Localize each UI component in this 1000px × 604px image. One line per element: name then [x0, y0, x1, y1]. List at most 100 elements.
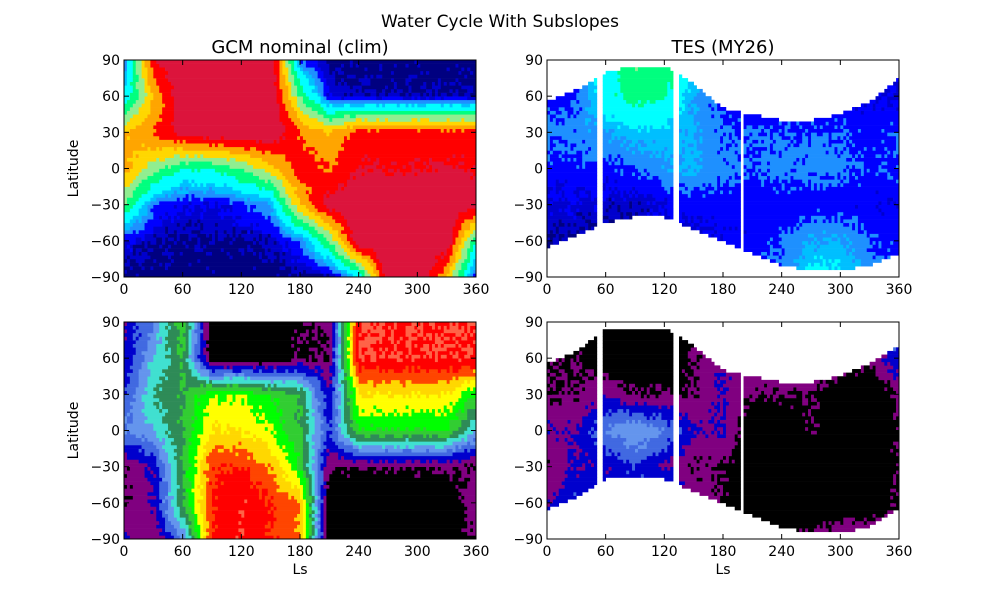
- heatmap-cell: [326, 445, 338, 449]
- heatmap-cell: [153, 488, 159, 492]
- heatmap-cell: [341, 402, 344, 406]
- heatmap-cell: [194, 183, 197, 187]
- heatmap-cell: [470, 67, 476, 71]
- heatmap-cell: [576, 165, 579, 169]
- heatmap-cell: [785, 230, 788, 234]
- heatmap-cell: [470, 259, 473, 263]
- heatmap-cell: [347, 423, 350, 427]
- heatmap-cell: [379, 365, 406, 369]
- heatmap-cell: [124, 118, 130, 122]
- heatmap-cell: [411, 118, 417, 122]
- heatmap-cell: [752, 132, 758, 136]
- heatmap-cell: [846, 244, 849, 248]
- heatmap-cell: [244, 248, 247, 252]
- heatmap-cell: [691, 216, 694, 220]
- heatmap-cell: [241, 252, 244, 256]
- heatmap-cell: [341, 223, 347, 227]
- heatmap-cell: [579, 208, 594, 212]
- heatmap-cell: [788, 147, 835, 151]
- heatmap-cell: [177, 132, 283, 136]
- heatmap-cell: [142, 266, 145, 270]
- heatmap-cell: [373, 347, 379, 351]
- heatmap-cell: [203, 525, 209, 529]
- heatmap-cell: [197, 154, 200, 158]
- heatmap-cell: [347, 474, 350, 478]
- heatmap-cell: [180, 154, 186, 158]
- heatmap-cell: [200, 154, 203, 158]
- heatmap-cell: [124, 176, 136, 180]
- heatmap-cell: [861, 169, 864, 173]
- heatmap-cell: [458, 409, 461, 413]
- heatmap-cell: [685, 158, 694, 162]
- heatmap-cell: [145, 259, 154, 263]
- heatmap-cell: [136, 434, 142, 438]
- heatmap-cell: [136, 241, 142, 245]
- heatmap-cell: [591, 197, 594, 201]
- heatmap-cell: [326, 496, 458, 500]
- heatmap-cell: [300, 387, 303, 391]
- heatmap-cell: [238, 452, 253, 456]
- heatmap-cell: [274, 140, 277, 144]
- heatmap-cell: [435, 351, 438, 355]
- heatmap-cell: [464, 161, 476, 165]
- heatmap-cell: [397, 161, 409, 165]
- heatmap-cell: [344, 402, 347, 406]
- heatmap-cell: [341, 431, 347, 435]
- heatmap-cell: [274, 431, 277, 435]
- heatmap-cell: [191, 223, 194, 227]
- heatmap-cell: [379, 347, 382, 351]
- heatmap-cell: [353, 244, 359, 248]
- heatmap-cell: [576, 143, 597, 147]
- heatmap-cell: [370, 459, 373, 463]
- heatmap-cell: [697, 169, 700, 173]
- heatmap-cell: [406, 82, 409, 86]
- heatmap-cell: [177, 241, 183, 245]
- heatmap-cell: [156, 60, 274, 64]
- heatmap-cell: [329, 358, 332, 362]
- heatmap-cell: [124, 398, 136, 402]
- heatmap-cell: [224, 445, 233, 449]
- heatmap-cell: [312, 528, 315, 532]
- heatmap-cell: [855, 165, 864, 169]
- heatmap-cell: [370, 74, 373, 78]
- heatmap-cell: [679, 85, 688, 89]
- heatmap-cell: [300, 521, 303, 525]
- heatmap-cell: [318, 506, 321, 510]
- heatmap-cell: [370, 344, 394, 348]
- heatmap-cell: [834, 147, 837, 151]
- heatmap-cell: [282, 259, 285, 263]
- heatmap-cell: [233, 187, 260, 191]
- heatmap-cell: [682, 154, 700, 158]
- heatmap-cell: [200, 230, 215, 234]
- heatmap-cell: [159, 532, 171, 536]
- heatmap-cell: [458, 234, 464, 238]
- heatmap-cell: [265, 365, 268, 369]
- heatmap-cell: [209, 412, 253, 416]
- heatmap-cell: [729, 176, 732, 180]
- heatmap-cell: [150, 208, 183, 212]
- heatmap-cell: [365, 434, 371, 438]
- heatmap-cell: [279, 190, 285, 194]
- heatmap-cell: [338, 154, 365, 158]
- heatmap-cell: [420, 355, 423, 359]
- heatmap-cell: [455, 344, 458, 348]
- heatmap-cell: [773, 132, 779, 136]
- heatmap-cell: [309, 380, 321, 384]
- heatmap-cell: [356, 376, 359, 380]
- heatmap-cell: [244, 528, 271, 532]
- heatmap-cell: [279, 216, 291, 220]
- heatmap-cell: [814, 125, 817, 129]
- heatmap-cell: [359, 380, 368, 384]
- heatmap-cell: [200, 241, 209, 245]
- heatmap-cell: [417, 391, 420, 395]
- heatmap-cell: [732, 165, 735, 169]
- heatmap-cell: [697, 111, 727, 115]
- heatmap-cell: [834, 216, 837, 220]
- heatmap-cell: [423, 434, 426, 438]
- heatmap-cell: [735, 183, 741, 187]
- heatmap-cell: [603, 111, 674, 115]
- heatmap-cell: [318, 503, 321, 507]
- heatmap-cell: [826, 187, 900, 191]
- heatmap-cell: [194, 358, 200, 362]
- heatmap-cell: [233, 230, 236, 234]
